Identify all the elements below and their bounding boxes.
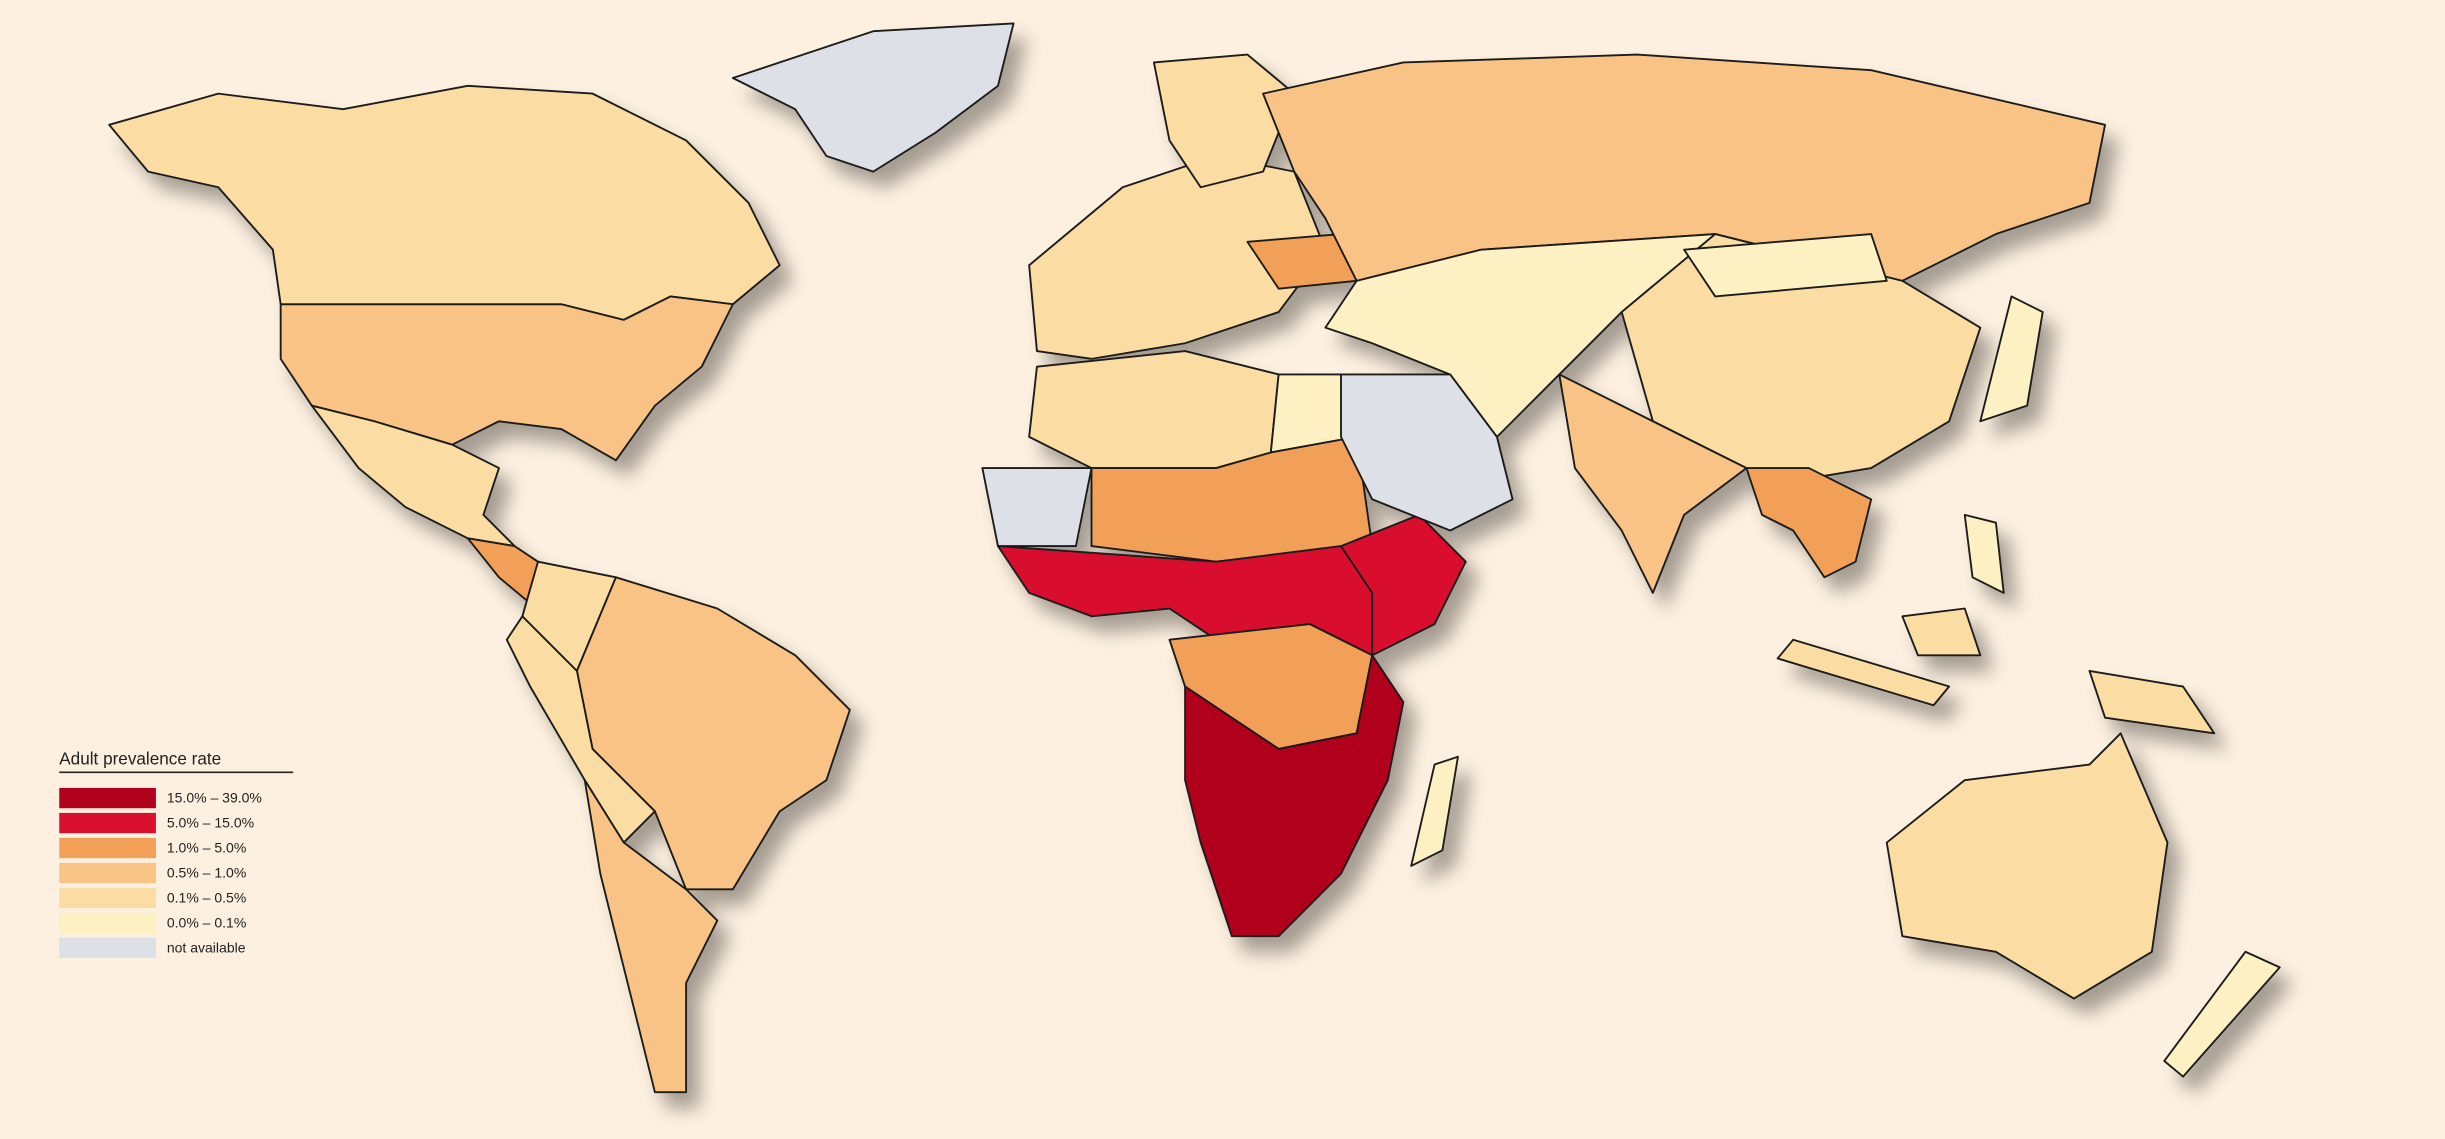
country [1184, 654, 1405, 938]
legend-label: not available [167, 939, 246, 955]
legend-label: 0.0% – 0.1% [167, 914, 246, 930]
country [1340, 373, 1514, 532]
country [1745, 467, 1873, 579]
country [731, 22, 1015, 173]
legend: Adult prevalence rate 15.0% – 39.0% 5.0% … [59, 748, 294, 959]
legend-label: 0.1% – 0.5% [167, 889, 246, 905]
country [1028, 350, 1280, 470]
country [2088, 669, 2216, 735]
country [981, 467, 1093, 548]
legend-swatch [59, 862, 156, 884]
country [2163, 950, 2281, 1078]
country [1262, 53, 2107, 282]
country [1090, 435, 1374, 563]
legend-swatch [59, 787, 156, 809]
legend-label: 0.5% – 1.0% [167, 864, 246, 880]
country [1410, 755, 1459, 867]
legend-swatch [59, 937, 156, 959]
country [1776, 638, 1951, 707]
country [1901, 607, 1982, 657]
country [1683, 233, 1888, 298]
country [1324, 233, 1717, 438]
legend-title: Adult prevalence rate [59, 748, 221, 768]
country [1152, 53, 1296, 189]
country [1558, 373, 1748, 594]
legend-swatch [59, 912, 156, 934]
legend-label: 15.0% – 39.0% [167, 790, 262, 806]
country [1885, 732, 2169, 1000]
legend-swatch [59, 837, 156, 859]
legend-label: 5.0% – 15.0% [167, 815, 254, 831]
legend-swatch [59, 887, 156, 909]
country [1963, 513, 2005, 594]
legend-swatch [59, 812, 156, 834]
country [1979, 295, 2044, 423]
country [310, 404, 516, 548]
land [108, 22, 2281, 1094]
legend-label: 1.0% – 5.0% [167, 839, 246, 855]
country [583, 779, 719, 1094]
